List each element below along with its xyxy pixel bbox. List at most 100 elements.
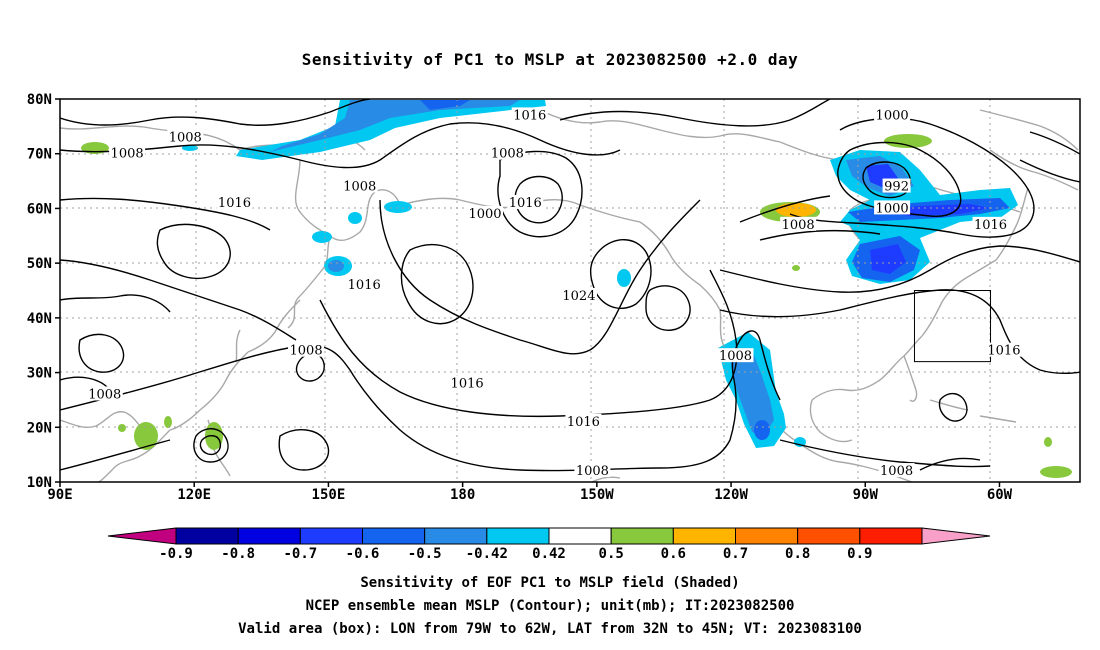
lat-tick-label: 70N xyxy=(27,147,52,163)
contour-label: 1008 xyxy=(576,464,609,479)
contour-label-bg xyxy=(216,194,253,209)
contour-label: 1008 xyxy=(169,130,202,145)
contour-label: 1008 xyxy=(111,147,144,162)
contour-label: 1000 xyxy=(468,207,501,222)
contour-label: 1016 xyxy=(451,377,484,392)
sensitivity-shading xyxy=(81,100,1072,478)
latitude-axis: 80N 70N 60N 50N 40N 30N 20N 10N xyxy=(27,92,60,491)
contour-label-bg xyxy=(565,413,602,428)
colorbar-label: 0.42 xyxy=(532,546,566,562)
lat-tick-label: 10N xyxy=(27,475,52,491)
colorbar-label: -0.9 xyxy=(159,546,193,562)
colorbar-high-triangle xyxy=(921,527,991,545)
colorbar-label: 0.5 xyxy=(599,546,624,562)
contour-label-bg xyxy=(467,205,503,220)
colorbar-swatch xyxy=(859,527,923,545)
contour-label-bg xyxy=(874,200,911,215)
colorbar-low-triangle xyxy=(107,527,177,545)
contour-label-bg xyxy=(972,216,1009,231)
lat-tick-label: 60N xyxy=(27,201,52,217)
contour-label: 1008 xyxy=(88,387,121,402)
contour-label: 1008 xyxy=(343,180,376,195)
caption-shading: Sensitivity of EOF PC1 to MSLP field (Sh… xyxy=(360,575,740,591)
contour-label: 1008 xyxy=(491,147,524,162)
contour-label-bg xyxy=(882,178,911,193)
contour-label: 1008 xyxy=(880,464,913,479)
contour-label: 1016 xyxy=(348,278,381,293)
colorbar-swatch xyxy=(610,527,674,545)
contour-label-bg xyxy=(346,277,383,292)
contour-label-bg xyxy=(109,145,146,160)
colorbar-label: -0.8 xyxy=(221,546,255,562)
contour-labels: 1016 1008 1008 1008 1008 1016 1000 1016 1016 1024… xyxy=(86,107,1022,479)
contour-label-bg xyxy=(511,107,548,122)
contour-label-bg xyxy=(288,342,325,357)
colorbar-swatch xyxy=(548,527,612,545)
contour-label: 1000 xyxy=(876,108,909,123)
contour-label-bg xyxy=(878,463,915,478)
colorbar-swatch xyxy=(237,527,301,545)
contour-label-bg xyxy=(574,463,611,478)
contour-label: 1008 xyxy=(719,349,752,364)
contour-label-bg xyxy=(167,129,204,144)
contour-label-bg xyxy=(507,194,544,209)
colorbar-swatch xyxy=(299,527,364,545)
lat-tick-label: 20N xyxy=(27,420,52,436)
contour-label-bg xyxy=(874,107,911,122)
colorbar-label: 0.8 xyxy=(785,546,810,562)
colorbar-label: 0.9 xyxy=(847,546,872,562)
map-title: Sensitivity of PC1 to MSLP at 2023082500… xyxy=(301,50,799,69)
lon-tick-label: 60W xyxy=(987,487,1013,503)
colorbar-label: -0.7 xyxy=(283,546,317,562)
colorbar-swatch xyxy=(362,527,426,545)
colorbar-label: -0.42 xyxy=(466,546,508,562)
colorbar-label: 0.6 xyxy=(661,546,686,562)
lat-tick-label: 40N xyxy=(27,311,52,327)
colorbar-label: -0.5 xyxy=(408,546,442,562)
colorbar-swatch xyxy=(672,527,736,545)
contour-label: 1016 xyxy=(987,344,1020,359)
contour-label-bg xyxy=(341,178,378,193)
contour-label-bg xyxy=(560,287,597,302)
contour-label: 1008 xyxy=(782,218,815,233)
lon-tick-label: 120E xyxy=(177,487,211,503)
lon-tick-label: 90W xyxy=(853,487,879,503)
colorbar-swatch xyxy=(486,527,550,545)
lat-tick-label: 30N xyxy=(27,366,52,382)
colorbar-swatch xyxy=(424,527,488,545)
colorbar-swatch xyxy=(175,527,239,545)
caption-contour: NCEP ensemble mean MSLP (Contour); unit(… xyxy=(305,598,795,614)
colorbar: -0.9 -0.8 -0.7 -0.6 -0.5 -0.42 0.42 0.5 0.6 0.7 0.… xyxy=(107,527,991,562)
contour-label-bg xyxy=(86,386,123,401)
contour-label: 1008 xyxy=(290,344,323,359)
contour-label: 1016 xyxy=(218,196,251,211)
contour-label: 992 xyxy=(884,180,909,195)
lon-tick-label: 150E xyxy=(312,487,346,503)
contour-label: 1016 xyxy=(974,218,1007,233)
colorbar-swatch xyxy=(797,527,861,545)
contour-label: 1016 xyxy=(509,196,542,211)
lon-tick-label: 90E xyxy=(47,487,72,503)
contour-label: 1016 xyxy=(513,108,546,123)
caption-valid-area: Valid area (box): LON from 79W to 62W, L… xyxy=(238,621,862,637)
longitude-axis: 90E 120E 150E 180 150W 120W 90W 60W xyxy=(47,482,1013,503)
contour-label: 1000 xyxy=(876,201,909,216)
contour-label: 1016 xyxy=(567,415,600,430)
plot-frame xyxy=(59,98,1081,483)
lon-tick-label: 120W xyxy=(714,487,748,503)
colorbar-swatch xyxy=(735,527,799,545)
contour-label-bg xyxy=(717,348,754,363)
valid-area-box xyxy=(913,290,992,363)
contour-label-bg xyxy=(985,342,1022,357)
contour-label: 1024 xyxy=(562,289,595,304)
contour-label-bg xyxy=(489,145,526,160)
lat-tick-label: 80N xyxy=(27,92,52,108)
lon-tick-label: 150W xyxy=(580,487,614,503)
contour-label-bg xyxy=(780,216,817,231)
lat-tick-label: 50N xyxy=(27,256,52,272)
colorbar-label: 0.7 xyxy=(723,546,748,562)
colorbar-label: -0.6 xyxy=(346,546,380,562)
lon-tick-label: 180 xyxy=(450,487,475,503)
contour-label-bg xyxy=(449,375,486,390)
